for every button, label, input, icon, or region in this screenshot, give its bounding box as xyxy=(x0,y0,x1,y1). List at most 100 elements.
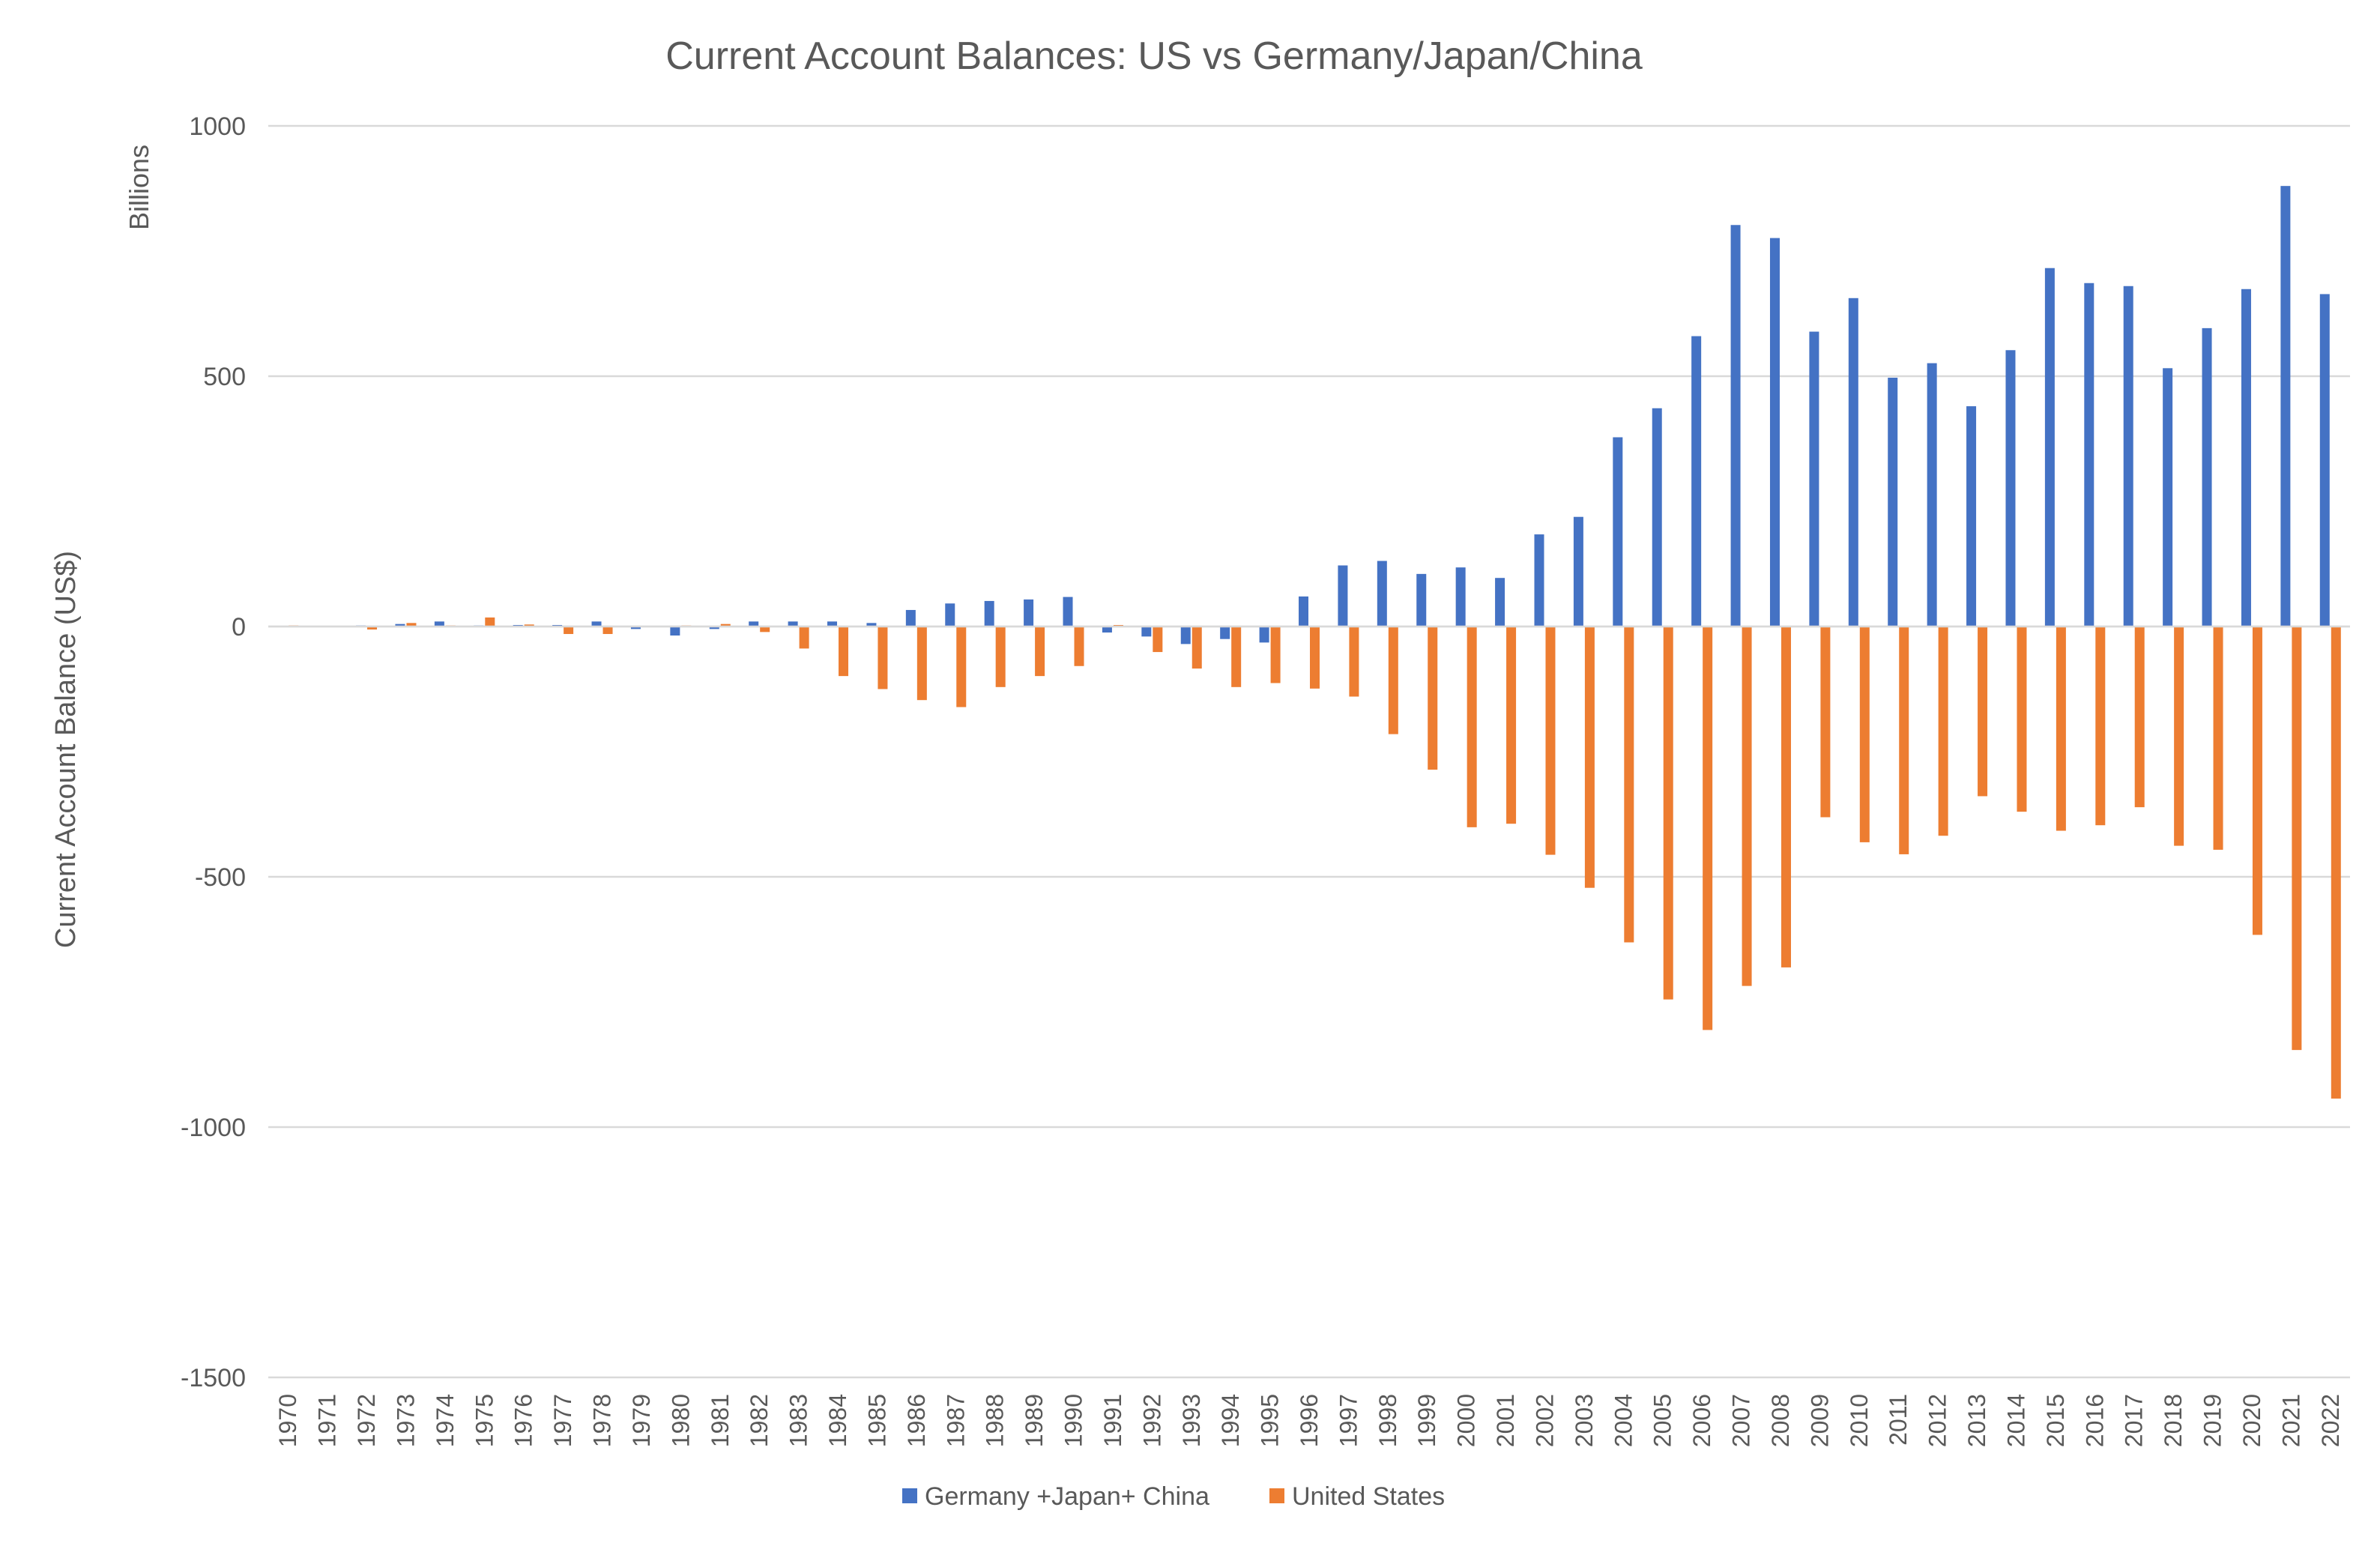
x-tick-label: 1982 xyxy=(746,1394,773,1447)
bar-united-states xyxy=(1899,626,1909,854)
bar-germany-japan-china xyxy=(1613,437,1623,626)
x-tick-label: 1990 xyxy=(1060,1394,1087,1447)
bar-germany-japan-china xyxy=(1220,626,1230,639)
x-tick-label: 2014 xyxy=(2002,1394,2029,1447)
x-tick-label: 1999 xyxy=(1413,1394,1440,1447)
x-tick-label: 2017 xyxy=(2121,1394,2148,1447)
bar-united-states xyxy=(720,624,731,626)
bar-germany-japan-china xyxy=(2202,327,2212,626)
bar-germany-japan-china xyxy=(630,626,641,629)
x-tick-label: 1975 xyxy=(471,1394,498,1447)
x-tick-label: 1980 xyxy=(667,1394,694,1447)
x-tick-label: 1977 xyxy=(549,1394,576,1447)
bar-united-states xyxy=(839,626,849,677)
bar-germany-japan-china xyxy=(395,624,405,626)
bar-germany-japan-china xyxy=(1966,406,1977,626)
x-tick-label: 1987 xyxy=(942,1394,969,1447)
bar-germany-japan-china xyxy=(2005,350,2016,626)
x-tick-label: 1995 xyxy=(1257,1394,1284,1447)
y-axis-unit-label: Billions xyxy=(124,145,154,230)
x-tick-label: 2000 xyxy=(1453,1394,1480,1447)
legend: Germany +Japan+ China United States xyxy=(902,1482,1445,1511)
y-axis-label: Current Account Balance (US$) xyxy=(50,551,82,948)
bar-united-states xyxy=(916,626,927,701)
bar-germany-japan-china xyxy=(905,609,916,626)
bar-germany-japan-china xyxy=(2241,289,2251,626)
bar-united-states xyxy=(2056,626,2066,831)
bar-united-states xyxy=(367,626,378,630)
bar-germany-japan-china xyxy=(984,600,994,626)
y-tick-label: 0 xyxy=(232,613,246,641)
bar-united-states xyxy=(1388,626,1398,734)
bar-germany-japan-china xyxy=(1848,298,1858,626)
bar-united-states xyxy=(1938,626,1948,836)
x-tick-label: 1976 xyxy=(510,1394,537,1447)
bar-germany-japan-china xyxy=(945,603,955,626)
x-tick-label: 1992 xyxy=(1138,1394,1165,1447)
bar-united-states xyxy=(1153,626,1163,653)
bar-united-states xyxy=(1310,626,1320,689)
x-tick-label: 1985 xyxy=(863,1394,890,1447)
legend-swatch xyxy=(902,1488,917,1503)
bar-germany-japan-china xyxy=(1730,225,1741,626)
bar-united-states xyxy=(2331,626,2341,1099)
x-tick-label: 1979 xyxy=(628,1394,655,1447)
x-tick-label: 2013 xyxy=(1963,1394,1990,1447)
x-tick-label: 1996 xyxy=(1296,1394,1323,1447)
y-tick-label: 500 xyxy=(203,363,246,391)
bar-germany-japan-china xyxy=(591,621,602,626)
bar-united-states xyxy=(1270,626,1281,683)
bar-germany-japan-china xyxy=(2163,368,2173,626)
bar-united-states xyxy=(524,624,534,626)
bar-united-states xyxy=(1742,626,1752,986)
x-axis-ticks: 1970 1971 1972 1973 1974 1975 1976 1977 1978 1979… xyxy=(274,1394,2344,1447)
bar-united-states xyxy=(1624,626,1634,943)
legend-swatch xyxy=(1269,1488,1284,1503)
y-tick-label: 1000 xyxy=(189,112,246,141)
bar-united-states xyxy=(564,626,574,635)
x-tick-label: 1970 xyxy=(274,1394,301,1447)
bar-united-states xyxy=(2134,626,2145,808)
bar-united-states xyxy=(1035,626,1045,677)
bar-united-states xyxy=(2017,626,2027,812)
x-tick-label: 1983 xyxy=(785,1394,812,1447)
x-tick-label: 2015 xyxy=(2042,1394,2069,1447)
x-tick-label: 2004 xyxy=(1610,1394,1637,1447)
bar-germany-japan-china xyxy=(1652,408,1662,626)
y-tick-label: -500 xyxy=(195,863,246,892)
bar-germany-japan-china xyxy=(1691,336,1702,626)
bar-germany-japan-china xyxy=(2123,286,2133,626)
bar-germany-japan-china xyxy=(2280,186,2291,626)
bar-united-states xyxy=(1428,626,1438,770)
bars xyxy=(268,186,2350,1099)
bar-united-states xyxy=(1506,626,1517,824)
bar-germany-japan-china xyxy=(788,621,798,626)
bar-united-states xyxy=(1349,626,1359,697)
x-tick-label: 2021 xyxy=(2277,1394,2304,1447)
x-tick-label: 1984 xyxy=(824,1394,851,1447)
x-tick-label: 1974 xyxy=(432,1394,459,1447)
x-tick-label: 1997 xyxy=(1335,1394,1362,1447)
bar-united-states xyxy=(995,626,1006,687)
bar-germany-japan-china xyxy=(1063,597,1073,626)
bar-germany-japan-china xyxy=(1888,378,1898,626)
x-tick-label: 2009 xyxy=(1806,1394,1833,1447)
bar-germany-japan-china xyxy=(866,623,877,626)
chart-title: Current Account Balances: US vs Germany/… xyxy=(665,34,1643,78)
bar-united-states xyxy=(878,626,888,689)
bar-united-states xyxy=(760,626,770,632)
x-tick-label: 2001 xyxy=(1492,1394,1519,1447)
legend-label: United States xyxy=(1292,1482,1445,1511)
x-tick-label: 1972 xyxy=(353,1394,380,1447)
gridlines xyxy=(268,124,2350,1379)
bar-germany-japan-china xyxy=(2044,268,2055,626)
bar-united-states xyxy=(2252,626,2262,935)
bar-germany-japan-china xyxy=(1141,626,1152,637)
x-tick-label: 2011 xyxy=(1885,1394,1912,1446)
bar-germany-japan-china xyxy=(827,621,838,626)
bar-germany-japan-china xyxy=(1495,578,1505,626)
bar-united-states xyxy=(2213,626,2223,850)
x-tick-label: 1994 xyxy=(1217,1394,1244,1447)
